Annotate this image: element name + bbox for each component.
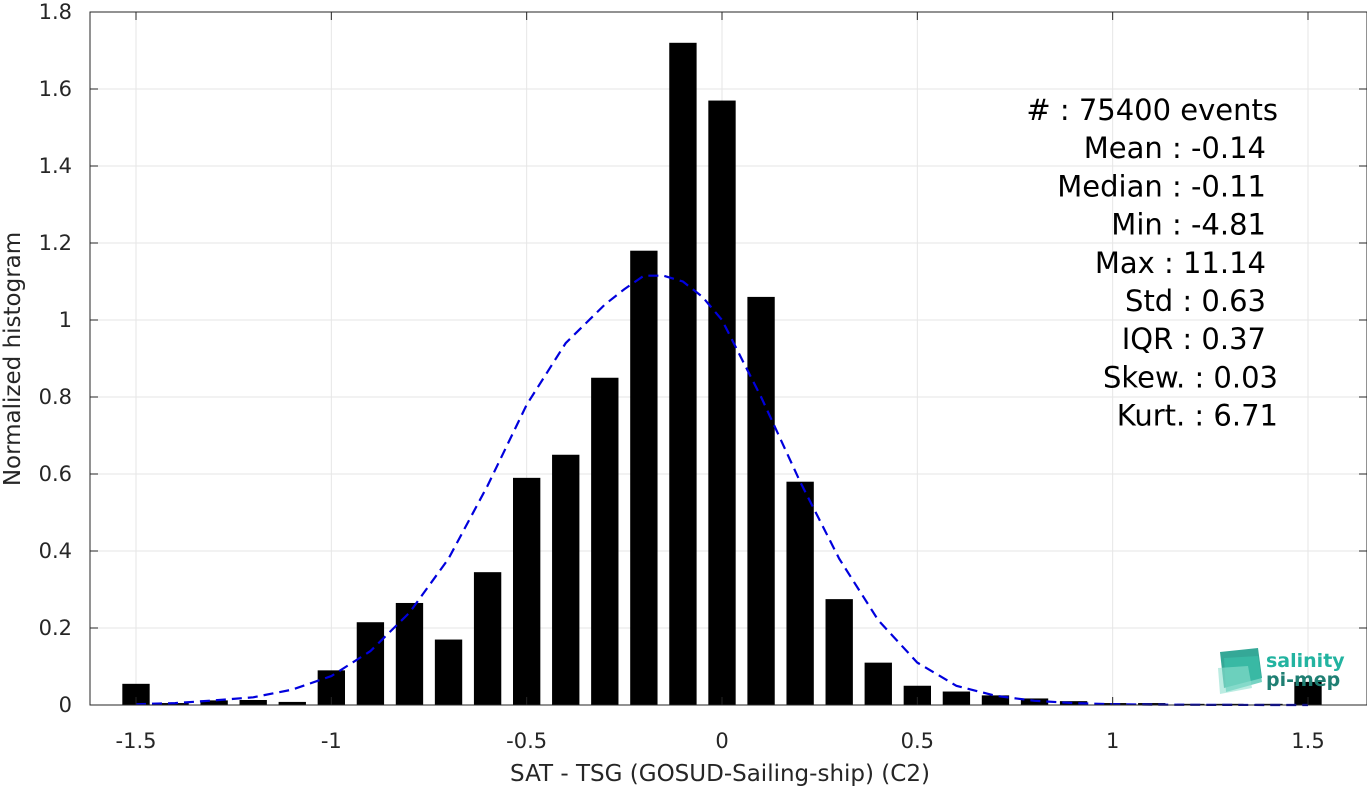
- stat-line: Median : -0.11: [1057, 169, 1266, 203]
- histogram-bar: [903, 685, 932, 705]
- y-tick-label: 1.6: [39, 77, 72, 101]
- y-tick-label: 1: [59, 308, 72, 332]
- histogram-bar: [1294, 681, 1322, 705]
- histogram-bar: [278, 701, 306, 705]
- y-tick-label: 0.6: [39, 462, 72, 486]
- y-tick-label: 1.8: [39, 0, 72, 24]
- stat-line: Kurt. : 6.71: [1117, 399, 1278, 433]
- x-tick-label: -1: [321, 729, 342, 753]
- wave-logo-icon: [1218, 648, 1262, 694]
- x-tick-label: 1: [1106, 729, 1119, 753]
- x-tick-label: 0.5: [901, 729, 934, 753]
- x-axis-label: SAT - TSG (GOSUD-Sailing-ship) (C2): [510, 761, 930, 787]
- x-tick-label: -0.5: [506, 729, 547, 753]
- histogram-bar: [669, 42, 697, 706]
- stat-line: Std : 0.63: [1125, 284, 1266, 318]
- histogram-bar: [512, 477, 541, 705]
- histogram-bar: [864, 662, 892, 705]
- stat-line: Skew. : 0.03: [1103, 360, 1278, 394]
- salinity-pi-mep-logo: salinity pi-mep: [1218, 648, 1345, 694]
- histogram-bar: [200, 700, 228, 705]
- histogram-bar: [434, 639, 463, 705]
- x-tick-label: 1.5: [1291, 729, 1324, 753]
- logo-text-salinity: salinity: [1266, 650, 1345, 672]
- x-tick-label: -1.5: [116, 729, 157, 753]
- x-tick-label: 0: [715, 729, 728, 753]
- plot-frame: [89, 11, 1367, 706]
- y-tick-label: 1.2: [39, 231, 72, 255]
- histogram-bar: [395, 602, 424, 705]
- histogram-bar: [747, 296, 775, 705]
- statistics-annotation: # : 75400 events Mean : -0.14 Median : -0.…: [1026, 93, 1278, 433]
- histogram-bar: [1255, 703, 1283, 705]
- stat-line: Max : 11.14: [1095, 246, 1266, 280]
- y-tick-label: 0.8: [39, 385, 72, 409]
- histogram-bar: [122, 683, 150, 705]
- histogram-bar: [630, 250, 658, 705]
- x-axis-ticks: -1.5 -1 -0.5 0 0.5 1 1.5: [116, 12, 1325, 753]
- histogram-bar: [591, 377, 619, 705]
- y-axis-ticks: 0 0.2 0.4 0.6 0.8 1 1.2 1.4 1.6 1.8: [39, 0, 1367, 717]
- gaussian-fit-curve: [135, 274, 1308, 707]
- histogram-bar: [356, 622, 385, 705]
- histogram-bar: [942, 691, 971, 705]
- histogram-bar: [239, 699, 267, 705]
- y-tick-label: 0.2: [39, 616, 72, 640]
- histogram-bar: [786, 481, 814, 705]
- histogram-bars: [122, 42, 1322, 706]
- histogram-bar: [825, 599, 853, 705]
- y-tick-label: 0.4: [39, 539, 72, 563]
- histogram-bar: [981, 695, 1010, 705]
- y-tick-label: 0: [59, 693, 72, 717]
- histogram-bar: [708, 100, 736, 706]
- stat-line: Min : -4.81: [1111, 208, 1266, 242]
- histogram-bar: [473, 572, 502, 705]
- histogram-bar: [1059, 701, 1088, 705]
- stat-line: Mean : -0.14: [1084, 131, 1266, 165]
- histogram-bar: [552, 454, 580, 705]
- stat-line: # : 75400 events: [1026, 93, 1278, 127]
- logo-text-pi-mep: pi-mep: [1266, 669, 1340, 691]
- stat-line: IQR : 0.37: [1122, 322, 1266, 356]
- y-axis-label: Normalized histogram: [0, 232, 26, 486]
- y-tick-label: 1.4: [39, 154, 72, 178]
